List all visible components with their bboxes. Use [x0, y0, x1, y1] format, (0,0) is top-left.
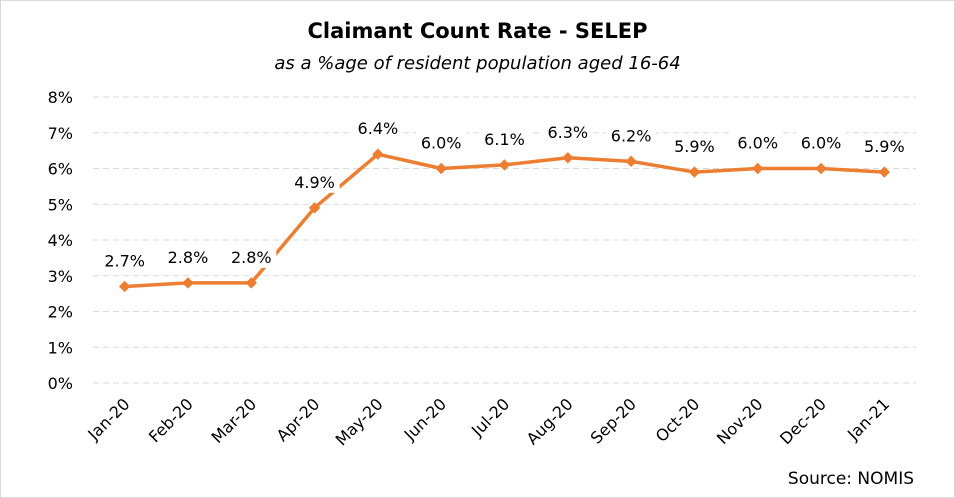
y-tick-label: 2%: [48, 303, 73, 322]
chart-title: Claimant Count Rate - SELEP: [307, 19, 648, 43]
y-tick-label: 6%: [48, 160, 73, 179]
x-tick-label: May-20: [332, 394, 387, 449]
data-point: [688, 166, 701, 178]
chart-subtitle: as a %age of resident population aged 16…: [274, 53, 681, 74]
data-label: 6.2%: [611, 126, 652, 145]
data-label-bg: [542, 120, 593, 143]
x-tick-label: Oct-20: [652, 394, 703, 445]
data-point: [245, 277, 257, 289]
data-label: 6.4%: [358, 119, 399, 138]
y-tick-label: 1%: [48, 338, 73, 357]
data-point: [815, 162, 827, 175]
y-tick-label: 3%: [48, 267, 73, 286]
data-point: [562, 152, 574, 164]
x-tick-label: Feb-20: [145, 394, 197, 446]
x-tick-label: Mar-20: [208, 394, 261, 447]
data-label-bg: [669, 135, 720, 158]
x-tick-label: Aug-20: [523, 394, 577, 448]
data-point: [372, 148, 384, 160]
data-label-bg: [226, 245, 277, 268]
data-label-bg: [352, 117, 403, 140]
y-tick-label: 4%: [48, 231, 73, 250]
data-label: 4.9%: [294, 173, 335, 192]
y-tick-label: 0%: [48, 374, 73, 393]
data-label-bg: [732, 131, 783, 154]
x-tick-label: Jun-20: [400, 394, 450, 444]
data-label-bg: [99, 249, 150, 272]
data-label-bg: [606, 124, 657, 147]
data-label: 5.9%: [674, 137, 715, 156]
data-label: 5.9%: [864, 137, 905, 156]
data-point: [752, 162, 764, 175]
x-tick-label: Jan-21: [843, 394, 893, 444]
data-label-bg: [289, 170, 340, 193]
data-point: [182, 277, 194, 289]
data-point: [118, 280, 131, 293]
data-label: 2.7%: [104, 251, 145, 270]
x-tick-label: Jul-20: [467, 394, 513, 440]
data-label-bg: [416, 131, 467, 154]
data-label: 6.0%: [801, 134, 842, 153]
y-tick-label: 8%: [48, 88, 73, 107]
data-point: [498, 159, 511, 171]
x-tick-label: Apr-20: [273, 394, 324, 445]
data-label-bg: [162, 245, 213, 268]
data-label: 6.3%: [547, 123, 588, 142]
data-label: 2.8%: [168, 248, 209, 267]
data-label-bg: [479, 127, 530, 150]
data-label: 6.1%: [484, 130, 525, 149]
x-tick-label: Jan-20: [83, 394, 133, 444]
x-tick-label: Dec-20: [776, 394, 830, 448]
x-tick-label: Sep-20: [587, 394, 640, 447]
data-point: [308, 202, 321, 214]
data-point: [625, 155, 637, 168]
data-point: [435, 162, 447, 175]
y-tick-label: 7%: [48, 124, 73, 143]
data-label-bg: [796, 131, 847, 154]
data-label: 2.8%: [231, 248, 272, 267]
data-point: [878, 166, 891, 178]
data-label: 6.0%: [737, 134, 778, 153]
data-label: 6.0%: [421, 134, 462, 153]
x-tick-label: Nov-20: [713, 394, 767, 448]
y-tick-label: 5%: [48, 195, 73, 214]
data-label-bg: [859, 135, 910, 158]
source-note: Source: NOMIS: [787, 469, 914, 489]
